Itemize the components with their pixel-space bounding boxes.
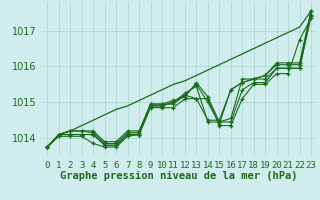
X-axis label: Graphe pression niveau de la mer (hPa): Graphe pression niveau de la mer (hPa) <box>60 171 298 181</box>
